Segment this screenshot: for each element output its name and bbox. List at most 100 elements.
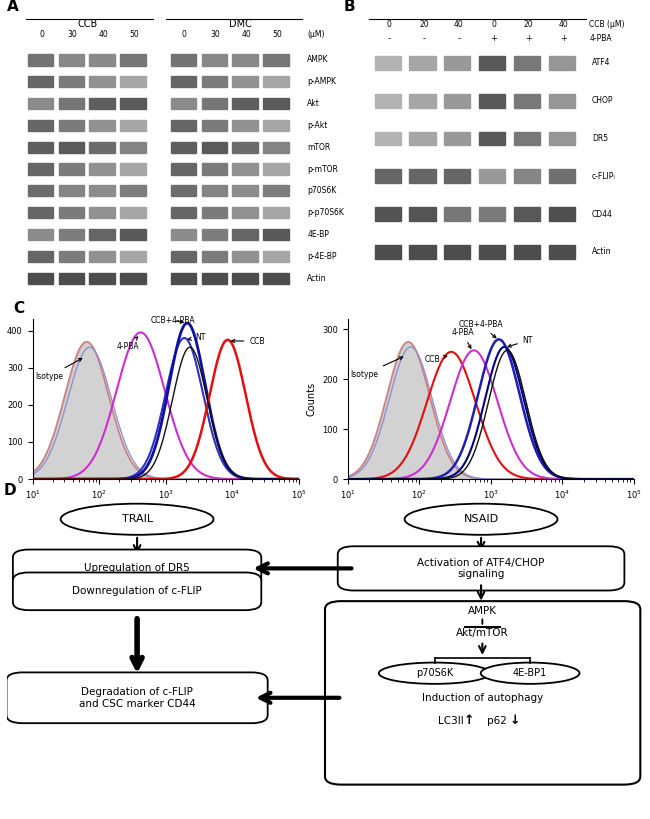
Bar [263,164,289,174]
Bar [514,170,540,183]
Bar [90,229,114,240]
Bar [444,207,471,221]
Bar [514,94,540,107]
Text: 30: 30 [211,29,220,38]
Bar [263,185,289,197]
Bar [263,98,289,109]
Bar [549,207,575,221]
Text: -: - [422,34,426,43]
Text: LC3II: LC3II [438,716,464,726]
Bar [374,132,401,145]
Bar [120,120,146,131]
Bar [58,55,84,66]
Text: DR5: DR5 [592,134,608,143]
Bar [27,229,53,240]
Bar [232,76,257,88]
Bar [549,170,575,183]
Bar [202,185,227,197]
Text: p-p70S6K: p-p70S6K [307,208,344,217]
Bar [232,207,257,218]
Bar [232,120,257,131]
Bar [444,132,471,145]
Bar [202,98,227,109]
Bar [514,207,540,221]
Bar [27,164,53,174]
Ellipse shape [481,663,580,684]
Text: +: + [525,34,532,43]
Text: ATF4: ATF4 [592,58,610,67]
Bar [90,185,114,197]
FancyBboxPatch shape [13,550,261,587]
Bar [549,245,575,259]
Bar [58,273,84,283]
FancyBboxPatch shape [6,672,268,723]
Text: 40: 40 [98,29,108,38]
Text: CCB: CCB [425,355,447,364]
Bar [374,245,401,259]
Bar [120,229,146,240]
Bar [232,98,257,109]
Bar [58,98,84,109]
Bar [410,245,436,259]
Bar [27,76,53,88]
Bar [120,76,146,88]
Text: 0: 0 [39,29,44,38]
Text: 20: 20 [523,20,533,29]
Text: D: D [3,482,16,498]
Text: CCB: CCB [77,19,98,29]
Text: 40: 40 [454,20,463,29]
Text: mTOR: mTOR [307,143,330,152]
Bar [479,170,505,183]
Bar [410,132,436,145]
Bar [120,98,146,109]
Bar [170,185,196,197]
Text: Actin: Actin [307,274,326,283]
Bar [90,98,114,109]
Bar [232,185,257,197]
Bar [90,164,114,174]
Bar [90,251,114,262]
Bar [232,164,257,174]
Bar [444,94,471,107]
Bar [444,170,471,183]
Text: Activation of ATF4/CHOP
signaling: Activation of ATF4/CHOP signaling [417,558,545,579]
Bar [58,164,84,174]
FancyBboxPatch shape [338,546,625,590]
Bar [410,56,436,70]
Text: Akt/mTOR: Akt/mTOR [456,628,509,638]
Bar [202,76,227,88]
Bar [156,37,164,290]
Bar [27,98,53,109]
Bar [202,142,227,152]
Bar [170,142,196,152]
Text: +: + [560,34,567,43]
Text: c-FLIPₗ: c-FLIPₗ [592,172,616,181]
Bar [58,142,84,152]
Bar [170,251,196,262]
Bar [170,98,196,109]
Bar [232,273,257,283]
Text: p-AMPK: p-AMPK [307,77,336,86]
Bar [479,207,505,221]
Bar [120,142,146,152]
Text: Induction of autophagy: Induction of autophagy [422,694,543,704]
Bar [170,273,196,283]
Text: TRAIL: TRAIL [122,514,153,524]
Bar [58,229,84,240]
Bar [27,120,53,131]
Bar [374,207,401,221]
Bar [444,245,471,259]
Bar [444,56,471,70]
Text: 50: 50 [272,29,282,38]
Bar [90,55,114,66]
Bar [120,164,146,174]
Bar [374,94,401,107]
Bar [410,170,436,183]
Text: p-Akt: p-Akt [307,121,328,130]
Bar [410,94,436,107]
Bar [27,251,53,262]
Bar [120,55,146,66]
Ellipse shape [60,504,213,535]
Bar [120,185,146,197]
Bar [90,76,114,88]
